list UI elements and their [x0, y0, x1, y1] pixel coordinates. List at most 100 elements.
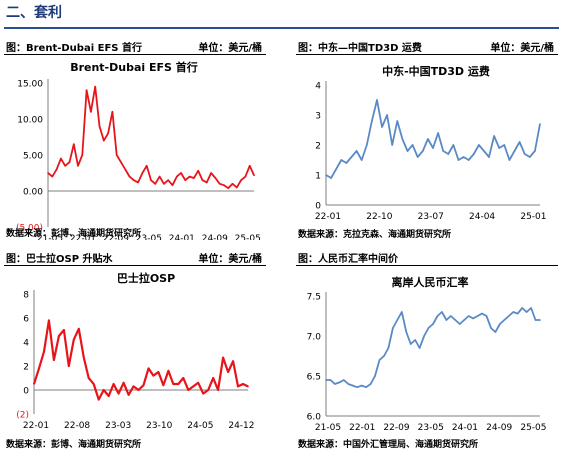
data-point	[401, 138, 404, 140]
data-point	[445, 319, 448, 321]
y-tick-label: 7.5	[307, 293, 321, 303]
data-point	[107, 395, 110, 397]
data-point	[68, 365, 70, 367]
panel-unit: 单位：美元/桶	[198, 254, 262, 265]
data-point	[145, 165, 148, 167]
data-point	[112, 383, 115, 385]
data-point	[197, 382, 199, 384]
data-point	[103, 139, 105, 142]
chart-osp: 巴士拉OSP 8 6 4 2 0 (2)22-01 22-08 23-03 23-10 24-05 2…	[16, 271, 254, 431]
y-tick-label: 8	[23, 291, 29, 301]
data-point	[85, 89, 88, 91]
data-point	[405, 331, 408, 333]
data-point	[534, 319, 537, 321]
data-point	[48, 319, 50, 322]
data-point	[63, 329, 65, 331]
data-point	[508, 159, 511, 161]
data-point	[391, 144, 393, 146]
data-point	[376, 99, 378, 101]
data-point	[53, 359, 55, 361]
data-point	[38, 367, 40, 370]
data-point	[521, 307, 523, 309]
data-point	[197, 170, 199, 172]
data-point	[467, 159, 470, 161]
data-point	[78, 328, 80, 330]
data-point	[202, 392, 204, 395]
data-point	[162, 384, 165, 386]
data-point	[73, 143, 75, 145]
data-point	[122, 382, 125, 384]
data-point	[150, 179, 152, 181]
panel-efs: 图：Brent-Dubai EFS 首行 单位：美元/桶 Brent-Dubai…	[4, 37, 266, 242]
data-point	[338, 381, 341, 384]
data-point	[481, 312, 483, 315]
data-point	[157, 371, 160, 373]
data-point	[97, 398, 100, 401]
panel-osp: 图：巴士拉OSP 升贴水 单位：美元/桶 巴士拉OSP 8 6 4 2 0 (2) 22-01…	[4, 248, 266, 453]
data-point	[493, 135, 495, 137]
data-point	[218, 183, 221, 185]
data-point	[248, 165, 251, 167]
data-point	[132, 385, 135, 388]
data-point	[525, 311, 528, 313]
data-point	[210, 172, 212, 174]
y-tick-label: 0	[315, 202, 321, 212]
data-point	[43, 350, 45, 353]
data-point	[60, 157, 62, 160]
data-point	[490, 327, 492, 329]
data-point	[409, 343, 412, 345]
data-point	[214, 177, 217, 179]
data-point	[68, 161, 71, 163]
data-point	[325, 174, 327, 176]
data-point	[360, 384, 363, 387]
data-point	[513, 150, 516, 152]
data-point	[180, 172, 182, 174]
panel-unit: 单位：美元/桶	[198, 43, 262, 54]
data-point	[350, 156, 353, 158]
x-tick-label: 22-01	[315, 212, 341, 222]
data-point	[111, 111, 114, 113]
data-point	[523, 153, 526, 155]
y-tick-label: 2	[315, 142, 321, 152]
y-tick-label: 0.00	[23, 188, 43, 198]
data-point	[90, 111, 92, 113]
data-point	[386, 114, 388, 116]
data-point	[437, 132, 439, 134]
chart-cny: 离岸人民币汇率 7.5 7.0 6.5 6.021-05 22-01 22-09 23-05 2…	[307, 275, 547, 433]
panel-unit: 单位：美元/桶	[490, 43, 554, 54]
x-tick-label: 22-09	[103, 234, 129, 240]
data-point	[237, 385, 239, 388]
y-tick-label: (5.00)	[16, 224, 43, 234]
data-point	[406, 150, 409, 152]
data-point	[120, 161, 122, 163]
data-point	[352, 384, 354, 387]
data-point	[222, 356, 224, 359]
data-point	[117, 392, 120, 395]
y-tick-label: 6.0	[307, 413, 322, 423]
panel-header: 图：中东—中国TD3D 运费 单位：美元/桶	[296, 37, 558, 55]
x-tick-label: 21-05	[315, 423, 341, 433]
series-line	[326, 307, 540, 389]
data-point	[392, 327, 394, 329]
data-point	[366, 144, 368, 146]
data-point	[343, 379, 345, 381]
data-point	[371, 120, 373, 122]
data-point	[176, 175, 178, 178]
section-title: 二、套利	[6, 5, 62, 21]
data-point	[432, 323, 434, 325]
x-tick-label: 25-01	[520, 212, 546, 222]
data-point	[142, 384, 145, 386]
data-point	[98, 125, 101, 127]
series-line	[325, 99, 541, 179]
panel-header: 图：人民币汇率中间价	[296, 248, 558, 266]
data-point	[163, 183, 165, 185]
y-tick-label: 6.5	[307, 373, 321, 383]
data-point	[212, 377, 214, 379]
data-point	[335, 168, 337, 170]
data-point	[355, 150, 358, 152]
data-point	[334, 383, 336, 385]
data-point	[137, 181, 139, 184]
data-point	[55, 168, 58, 171]
x-tick-label: 25-05	[520, 423, 546, 433]
data-point	[467, 315, 470, 317]
